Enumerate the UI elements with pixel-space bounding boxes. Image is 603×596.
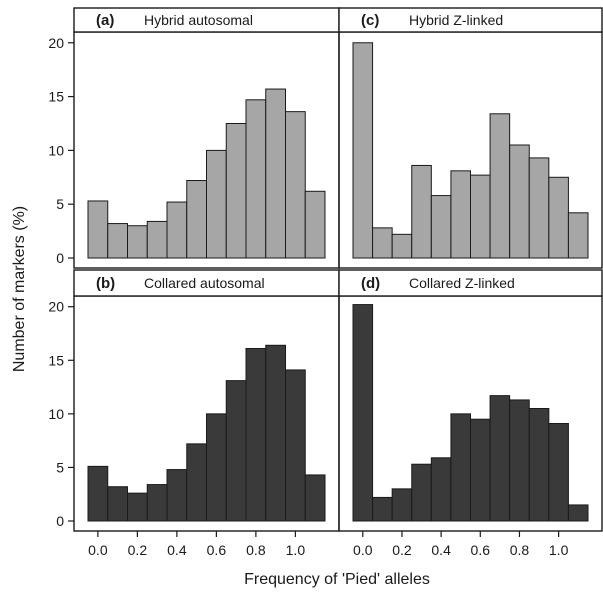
histogram-bar (127, 225, 148, 259)
y-tick-label: 5 (56, 459, 64, 475)
histogram-bar (489, 395, 511, 522)
histogram-bar (372, 227, 393, 259)
histogram-bar (285, 111, 306, 259)
histogram-bar (411, 463, 432, 522)
panel-a: (a) Hybrid autosomal (73, 7, 340, 269)
histogram-bar (509, 399, 530, 522)
y-tick-label: 5 (56, 196, 64, 212)
histogram-bar (450, 413, 472, 522)
histogram-bar (186, 443, 207, 522)
x-tick-label: 0.4 (431, 542, 451, 558)
histogram-bar (450, 170, 472, 259)
x-tick-label: 1.0 (286, 542, 306, 558)
histogram-bar (146, 484, 168, 522)
histogram-bar (127, 492, 148, 522)
histogram-bar (548, 423, 569, 522)
histogram-bar (166, 201, 188, 259)
histogram-bar (528, 157, 550, 259)
histogram-bar (107, 486, 128, 522)
panel-letter: (b) (96, 275, 115, 292)
histogram-bar (245, 99, 267, 259)
histogram-bar (304, 474, 326, 522)
histogram-bar (391, 488, 413, 522)
histogram-bar (470, 418, 491, 522)
histogram-bar (166, 469, 188, 522)
panel-c: (c) Hybrid Z-linked (338, 7, 603, 269)
panel-strip (338, 7, 603, 33)
x-tick-label: 0.6 (207, 542, 227, 558)
axes-group: 0 5 10 15 20 0 5 10 15 20 0.0 0.2 0.4 0.6 0.8 1.0 0.0 0.2… (48, 35, 568, 558)
panel-title: Collared autosomal (144, 275, 265, 291)
panel-title: Collared Z-linked (409, 275, 515, 291)
panel-b: (b) Collared autosomal (73, 269, 340, 532)
histogram-bar (352, 304, 374, 522)
histogram-bar (225, 122, 247, 259)
panels-group: (a) Hybrid autosomal (b) Collared autosomal… (73, 7, 603, 532)
y-axis-title: Number of markers (%) (11, 206, 28, 372)
x-tick-label: 0.0 (88, 542, 108, 558)
y-tick-label: 20 (48, 299, 64, 315)
panel-title: Hybrid autosomal (144, 12, 253, 28)
histogram-bar (567, 212, 589, 259)
histogram-bar (245, 348, 267, 522)
histogram-bar (107, 223, 128, 259)
y-tick-label: 10 (48, 406, 64, 422)
histogram-bar (146, 220, 168, 259)
histogram-bar (206, 149, 227, 259)
histogram-bar (489, 113, 511, 259)
histogram-bar (186, 180, 207, 259)
x-tick-label: 0.8 (246, 542, 266, 558)
histogram-bar (411, 164, 432, 259)
x-tick-label: 0.8 (510, 542, 530, 558)
histogram-bar (509, 144, 530, 259)
y-tick-label: 10 (48, 142, 64, 158)
panel-letter: (a) (96, 12, 114, 29)
histogram-bar (87, 200, 109, 259)
histogram-bar (225, 380, 247, 522)
panel-title: Hybrid Z-linked (409, 12, 503, 28)
y-tick-label: 0 (56, 250, 64, 266)
histogram-bar (285, 369, 306, 522)
x-tick-label: 0.0 (353, 542, 373, 558)
y-tick-label: 15 (48, 89, 64, 105)
histogram-bar (372, 496, 393, 522)
x-tick-label: 0.2 (392, 542, 412, 558)
y-tick-label: 0 (56, 513, 64, 529)
x-tick-label: 0.4 (167, 542, 187, 558)
y-tick-label: 20 (48, 35, 64, 51)
histogram-bar (430, 457, 452, 522)
histogram-bar (87, 465, 109, 522)
x-tick-label: 1.0 (549, 542, 569, 558)
histogram-bar (352, 42, 374, 259)
histogram-bar (206, 413, 227, 522)
x-tick-label: 0.2 (128, 542, 148, 558)
histogram-bar (528, 408, 550, 522)
histogram-bar (548, 176, 569, 259)
histogram-bar (265, 88, 286, 259)
histogram-bar (391, 233, 413, 259)
panel-d: (d) Collared Z-linked (338, 269, 603, 532)
panel-strip (73, 7, 340, 33)
panel-letter: (d) (361, 275, 380, 292)
y-tick-label: 15 (48, 352, 64, 368)
histogram-bar (567, 504, 589, 522)
panel-strip (73, 269, 340, 297)
histogram-bar (304, 190, 326, 259)
panel-letter: (c) (361, 12, 379, 29)
histogram-bar (470, 174, 491, 259)
histogram-bar (265, 344, 286, 522)
panel-strip (338, 269, 603, 297)
x-tick-label: 0.6 (471, 542, 491, 558)
x-axis-title: Frequency of 'Pied' alleles (244, 571, 430, 588)
histogram-bar (430, 195, 452, 259)
